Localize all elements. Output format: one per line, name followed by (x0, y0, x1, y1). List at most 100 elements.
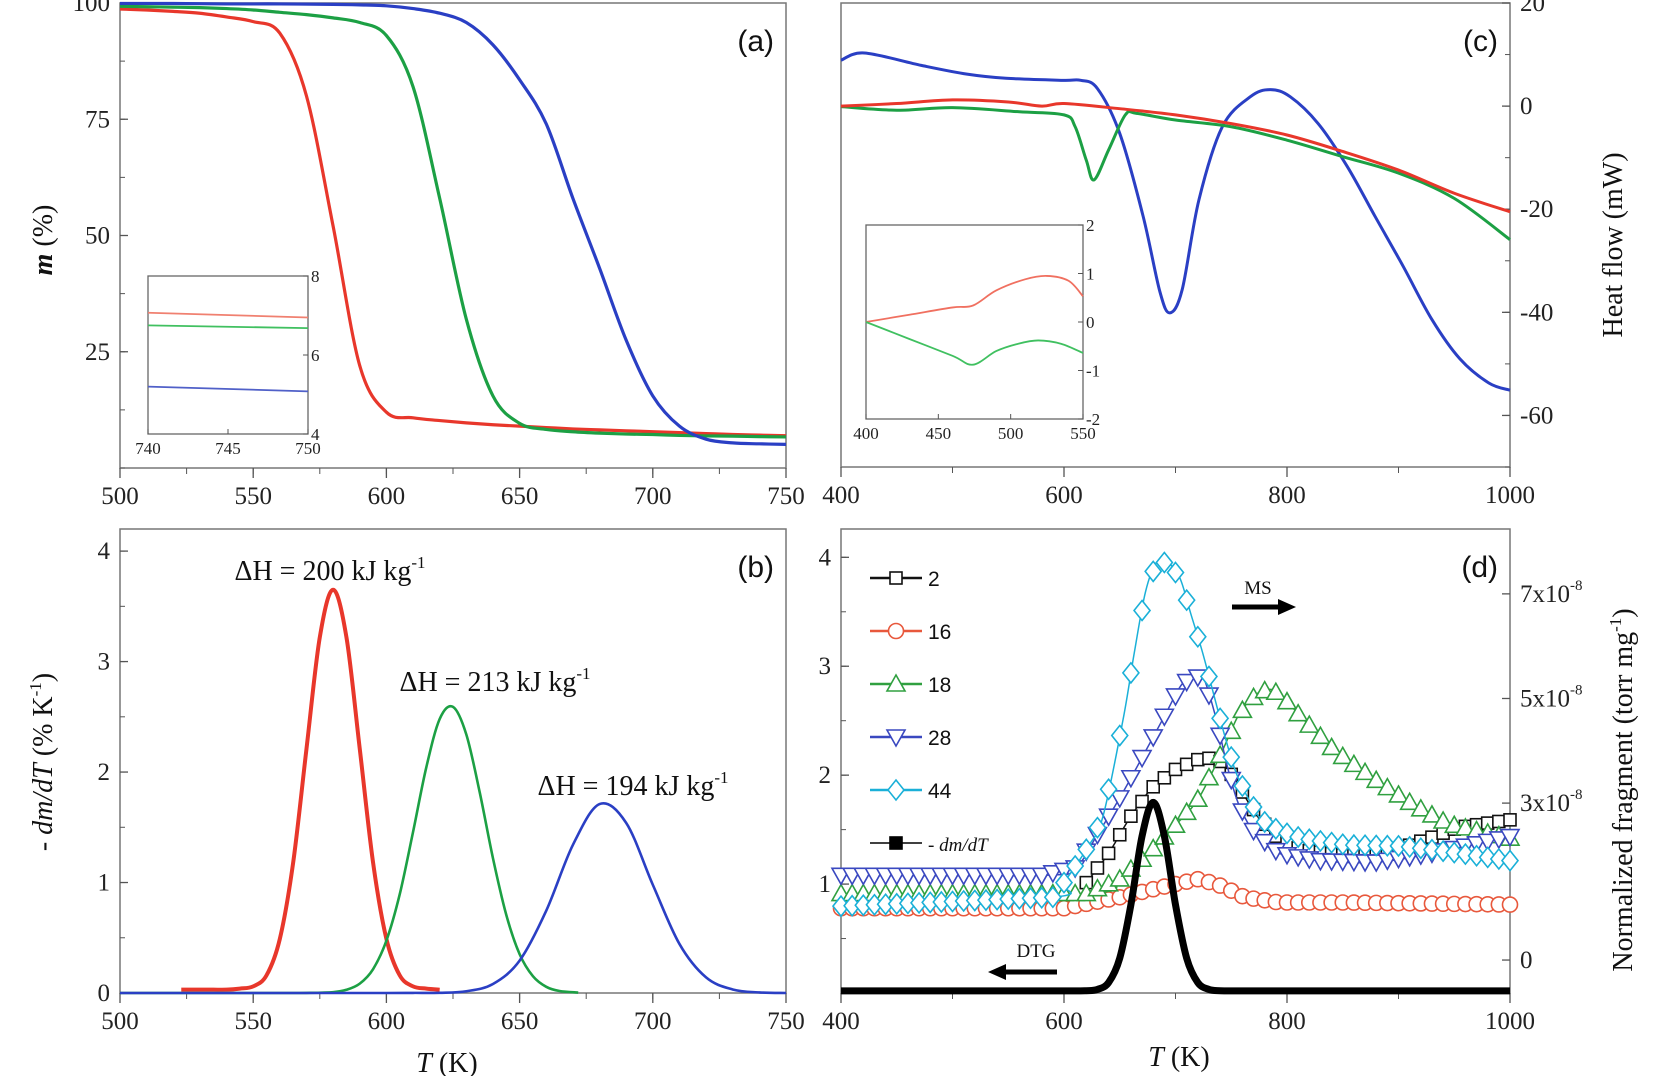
x-tick-label: 650 (501, 483, 539, 510)
series-marker (1187, 788, 1209, 807)
y-tick-label: 3 (98, 649, 111, 676)
series-marker (1254, 833, 1276, 853)
series-marker (1133, 599, 1152, 622)
y-tick-label: -40 (1520, 299, 1553, 326)
series-dmdT (840, 798, 1510, 995)
legend-label: 44 (928, 780, 952, 803)
series-marker (1043, 885, 1062, 909)
y-tick-label-right: 3x10-8 (1520, 787, 1583, 817)
series-marker (1322, 831, 1341, 854)
x-tick-label: 800 (1268, 1008, 1306, 1035)
y-tick-label: 20 (1520, 0, 1545, 17)
legend-label: 28 (928, 727, 951, 750)
x-tick-label: 400 (822, 1008, 860, 1035)
inset-x-tick-label: 740 (135, 439, 161, 458)
series-marker (1321, 736, 1342, 756)
inset-x-tick-label: 550 (1070, 424, 1096, 443)
series-marker (1443, 814, 1465, 834)
series-marker (1399, 791, 1421, 811)
x-tick-label: 600 (1045, 1008, 1083, 1035)
series-marker (1467, 844, 1486, 868)
y-tick-label: 100 (73, 0, 111, 17)
series-marker (1499, 828, 1521, 848)
series-marker (1066, 854, 1085, 878)
x-tick-label: 400 (822, 482, 860, 509)
series-marker (1191, 752, 1205, 767)
series-marker (1389, 834, 1408, 858)
x-tick-label: 500 (101, 1008, 139, 1035)
x-tick-label: 700 (634, 483, 672, 510)
series-marker (1142, 838, 1164, 857)
enthalpy-annotation: ΔH = 200 kJ kg-1 (234, 553, 425, 587)
series-marker (1410, 798, 1432, 817)
inset-y-tick-label: 8 (311, 267, 320, 286)
series-line (181, 587, 440, 992)
left-arrow-head (988, 964, 1006, 980)
legend: 2 16 18 28 44 - dm/dT (870, 568, 989, 856)
inset-frame (147, 275, 309, 435)
inset-series-line (147, 385, 309, 393)
inset-y-tick-label: 4 (311, 425, 320, 444)
legend-marker-triangle-down (885, 729, 907, 748)
dtg-line (840, 798, 1510, 995)
series-marker (1054, 871, 1074, 894)
plot-frame (119, 528, 787, 994)
y-tick-label: 2 (98, 759, 111, 786)
y-tick-label: 0 (1520, 93, 1533, 120)
series-marker (1300, 828, 1319, 851)
x-tick-label: 1000 (1485, 482, 1535, 509)
series-marker (1489, 847, 1508, 871)
y-tick-label-right: 5x10-8 (1520, 682, 1583, 712)
y-axis-label: m (%) (28, 205, 59, 276)
series-marker (1146, 779, 1160, 794)
series-marker (1220, 771, 1242, 791)
series-marker (1157, 770, 1172, 785)
y-tick-label: 75 (85, 106, 110, 133)
series-marker (1135, 794, 1149, 809)
series-marker (1099, 778, 1118, 801)
series-marker (1289, 825, 1308, 849)
y-tick-label: 4 (819, 544, 832, 571)
enthalpy-annotation: ΔH = 194 kJ kg-1 (537, 768, 728, 802)
series-marker (1090, 861, 1105, 875)
legend-label: 2 (928, 568, 940, 591)
inset-y-tick-label: 2 (1086, 216, 1095, 235)
series-marker (1365, 769, 1387, 789)
series-marker (1503, 813, 1517, 827)
inset: 400 450 500 550-2 -1 0 1 2 (853, 216, 1100, 443)
series-marker (1500, 849, 1520, 872)
dtg-annotation: DTG (1016, 941, 1055, 962)
series-marker (1165, 814, 1186, 834)
legend-label: - dm/dT (928, 835, 989, 856)
series-marker (1445, 841, 1464, 864)
legend-marker-triangle-up (885, 673, 907, 692)
x-tick-label: 550 (234, 1008, 272, 1035)
series-marker (1031, 867, 1053, 886)
x-tick-label: 750 (767, 483, 805, 510)
series-marker (1400, 835, 1419, 859)
x-tick-label: 650 (501, 1008, 539, 1035)
x-tick-label: 550 (234, 483, 272, 510)
inset-x-tick-label: 450 (926, 424, 952, 443)
series-marker (1477, 833, 1499, 853)
y-tick-label-right: 0 (1520, 947, 1533, 974)
series-marker (1176, 801, 1198, 821)
y-tick-label: 0 (98, 980, 111, 1007)
x-tick-label: 800 (1268, 482, 1306, 509)
series-marker (1376, 776, 1398, 796)
series-marker (1265, 681, 1287, 701)
legend-marker-filled-square (889, 836, 903, 850)
inset-y-tick-label: 0 (1086, 313, 1095, 332)
series-marker (1222, 745, 1241, 769)
series-marker (1243, 822, 1264, 842)
series-marker (1077, 838, 1096, 861)
legend-marker-diamond (886, 778, 906, 802)
enthalpy-annotation: ΔH = 213 kJ kg-1 (399, 664, 590, 698)
series-marker (1332, 745, 1354, 765)
inset-x-tick-label: 400 (853, 424, 879, 443)
series-marker (1311, 829, 1330, 853)
y-tick-label: 25 (85, 339, 110, 366)
y-axis-label-right: Heat flow (mW) (1598, 152, 1629, 337)
panel-label: (b) (737, 551, 774, 584)
